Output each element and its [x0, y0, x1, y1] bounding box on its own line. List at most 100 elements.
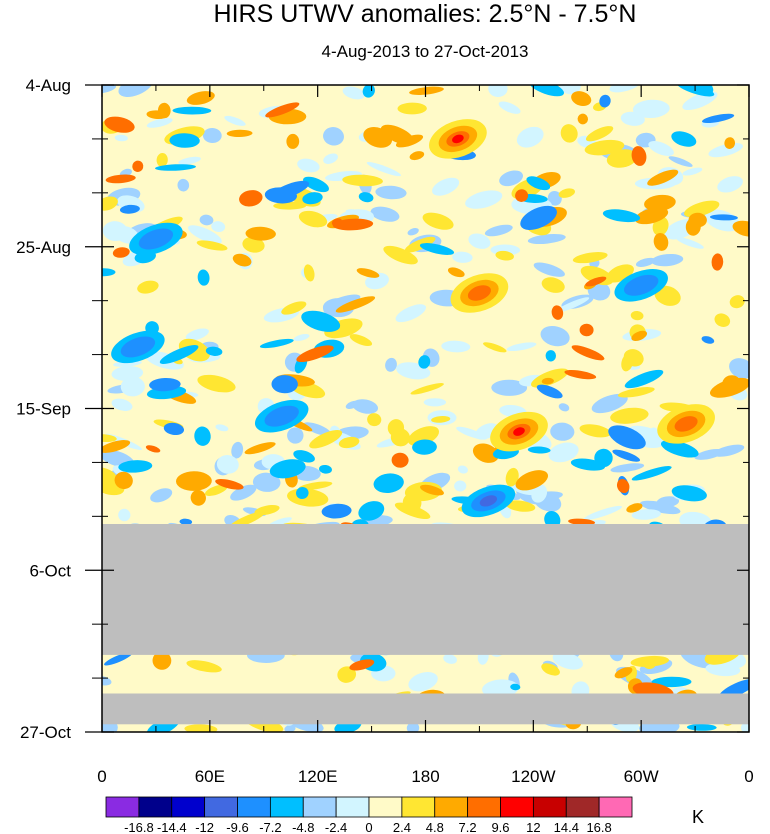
- colorbar-swatch: [532, 796, 567, 818]
- anomaly-cell: [441, 340, 471, 353]
- anomaly-cell: [286, 133, 300, 149]
- anomaly-cell: [468, 233, 491, 249]
- anomaly-cell: [197, 269, 210, 286]
- anomaly-cell: [599, 94, 611, 108]
- anomaly-cell: [684, 200, 720, 218]
- anomaly-cell: [407, 227, 419, 236]
- anomaly-cell: [176, 471, 212, 491]
- anomaly-cell: [676, 237, 704, 249]
- anomaly-cell: [526, 176, 551, 191]
- anomaly-cell: [465, 190, 503, 209]
- anomaly-cell: [409, 86, 444, 95]
- anomaly-cell: [682, 167, 703, 176]
- anomaly-cell: [190, 489, 206, 506]
- anomaly-cell: [185, 328, 209, 341]
- y-axis: 4-Aug 25-Aug 15-Sep 6-Oct 27-Oct: [16, 76, 749, 742]
- anomaly-cell: [265, 102, 300, 118]
- anomaly-cell: [688, 212, 707, 228]
- anomaly-cell: [323, 300, 340, 316]
- anomaly-cell: [297, 158, 320, 173]
- colorbar-swatch: [204, 796, 238, 818]
- anomaly-cell: [146, 110, 168, 120]
- anomaly-cell: [608, 425, 646, 450]
- y-tick-label: 4-Aug: [26, 76, 71, 95]
- anomaly-feature: [120, 336, 156, 358]
- y-tick-label: 25-Aug: [16, 238, 71, 257]
- anomaly-cell: [616, 478, 630, 494]
- anomaly-cell: [301, 310, 341, 332]
- x-tick-label: 120E: [298, 767, 338, 786]
- anomaly-cell: [303, 264, 315, 282]
- anomaly-cell: [584, 139, 625, 156]
- colorbar-swatch: [171, 796, 206, 818]
- anomaly-cell: [159, 345, 199, 364]
- anomaly-cell: [323, 127, 344, 146]
- colorbar-swatch: [565, 796, 600, 818]
- chart-subtitle: 4-Aug-2013 to 27-Oct-2013: [322, 42, 529, 61]
- anomaly-cell: [252, 472, 281, 492]
- colorbar-label: -9.6: [226, 820, 248, 834]
- anomaly-cell: [244, 442, 276, 455]
- missing-data-band: [102, 693, 749, 725]
- anomaly-cell: [422, 212, 454, 230]
- anomaly-cell: [515, 189, 529, 202]
- anomaly-cell: [132, 160, 144, 172]
- anomaly-cell: [178, 156, 201, 165]
- anomaly-cell: [230, 484, 257, 501]
- anomaly-cell: [245, 226, 276, 241]
- colorbar-swatch: [401, 796, 436, 818]
- anomaly-cell: [363, 127, 393, 148]
- x-tick-label: 120W: [511, 767, 555, 786]
- anomaly-cell: [259, 338, 294, 349]
- anomaly-cell: [560, 124, 578, 143]
- anomaly-cell: [711, 253, 724, 271]
- anomaly-cell: [111, 398, 133, 411]
- anomaly-cell: [410, 383, 444, 395]
- anomaly-cell: [580, 265, 614, 286]
- anomaly-cell: [412, 439, 437, 455]
- x-tick-label: 60W: [624, 767, 659, 786]
- anomaly-cell: [358, 192, 374, 203]
- anomaly-cell: [296, 345, 334, 363]
- anomaly-cell: [614, 667, 633, 679]
- x-axis: 0 60E 120E 180 120W 60W 0: [97, 85, 754, 786]
- anomaly-cell: [169, 133, 200, 148]
- anomaly-cell: [232, 253, 252, 267]
- anomaly-cell: [722, 375, 742, 394]
- colorbar-label: -12: [195, 820, 214, 834]
- anomaly-feature: [624, 274, 659, 296]
- anomaly-cell: [454, 480, 467, 492]
- anomaly-cell: [406, 722, 420, 732]
- anomaly-cell: [717, 176, 743, 193]
- anomaly-cell: [293, 450, 315, 463]
- x-tick-label: 180: [411, 767, 439, 786]
- anomaly-cell: [626, 503, 643, 513]
- anomaly-cell: [606, 149, 638, 168]
- colorbar-label: 16.8: [586, 820, 611, 834]
- anomaly-cell: [577, 113, 589, 125]
- anomaly-cell: [332, 218, 374, 231]
- anomaly-cell: [647, 169, 679, 186]
- anomaly-feature: [674, 416, 698, 432]
- anomaly-cell: [583, 505, 623, 521]
- anomaly-cell: [541, 277, 565, 293]
- anomaly-cell: [119, 204, 140, 214]
- anomaly-cell: [640, 500, 681, 515]
- anomaly-cell: [694, 448, 724, 460]
- anomaly-cell: [105, 174, 136, 184]
- anomaly-cell: [571, 345, 605, 361]
- anomaly-cell: [293, 333, 310, 342]
- colorbar-label: -2.4: [325, 820, 347, 834]
- missing-data-band: [102, 524, 749, 655]
- anomaly-cell: [239, 190, 263, 207]
- anomaly-cell: [510, 683, 521, 691]
- colorbar-label: -16.8: [124, 820, 154, 834]
- anomaly-cell: [215, 478, 244, 490]
- anomaly-cell: [571, 91, 592, 107]
- anomaly-cell: [654, 285, 681, 306]
- anomaly-cell: [114, 471, 133, 490]
- anomaly-cell: [423, 398, 447, 407]
- anomaly-cell: [224, 115, 246, 126]
- anomaly-cell: [527, 233, 566, 245]
- colorbar-swatch: [138, 796, 173, 818]
